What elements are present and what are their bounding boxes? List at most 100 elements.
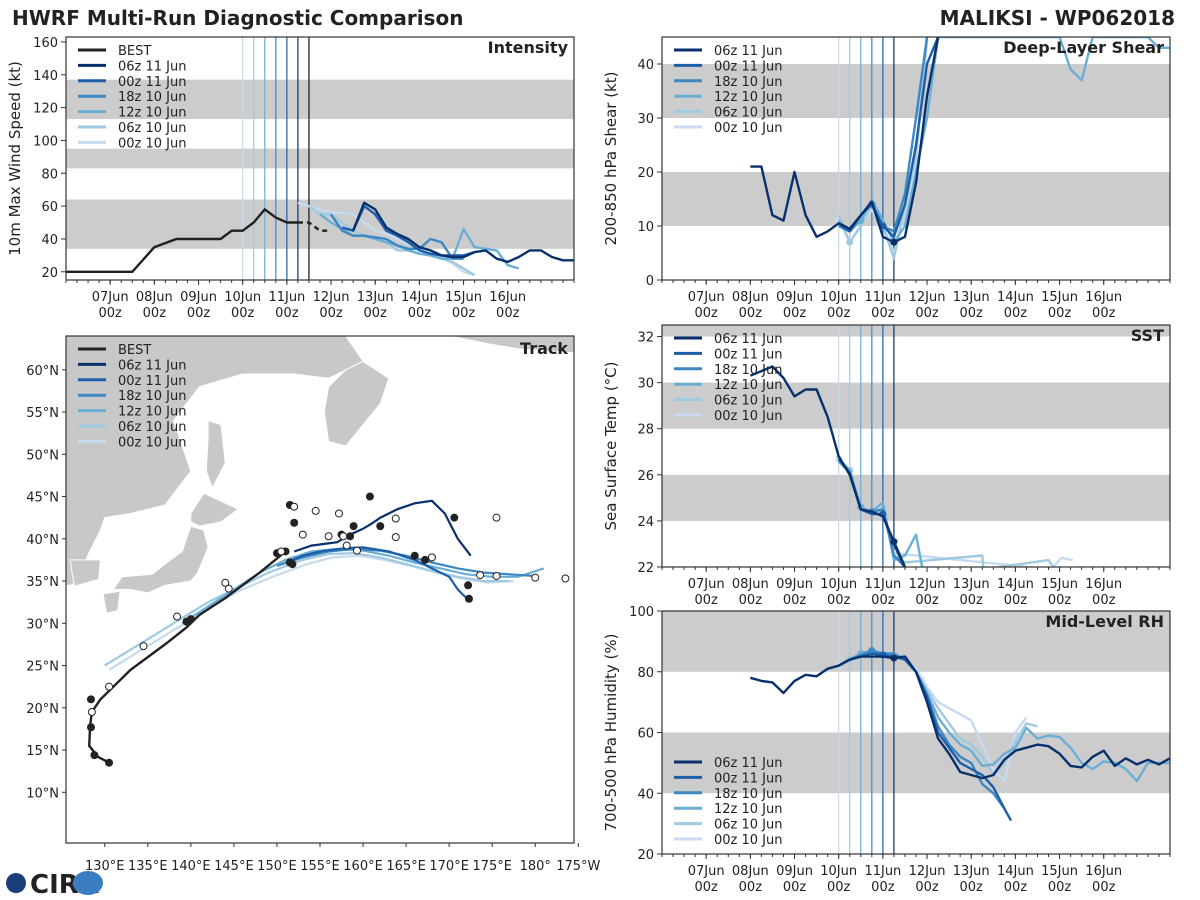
track-position-marker xyxy=(464,594,473,603)
sst-x-tick-hour: 00z xyxy=(915,593,939,608)
track-landmass xyxy=(449,336,574,354)
track-position-marker-open xyxy=(476,571,485,580)
legend-label-run: 06z 10 Jun xyxy=(714,818,783,833)
track-position-marker-open xyxy=(353,546,362,555)
rh-y-tick-label: 20 xyxy=(637,848,654,863)
intensity-x-tick-date: 14Jun xyxy=(401,290,438,305)
sst-shade-band xyxy=(662,474,1170,521)
shear-x-tick-hour: 00z xyxy=(739,306,763,321)
intensity-panel: 2040608010012014016007Jun00z08Jun00z09Ju… xyxy=(6,36,575,321)
rh-shade-band xyxy=(662,611,1170,672)
track-position-marker xyxy=(105,758,114,767)
track-position-marker xyxy=(365,492,374,501)
intensity-y-tick-label: 80 xyxy=(41,167,58,182)
sst-y-tick-label: 32 xyxy=(637,331,654,346)
sst-x-tick-date: 11Jun xyxy=(864,577,901,592)
track-lon-label: 175°W xyxy=(556,859,600,874)
intensity-best-line xyxy=(66,207,298,273)
track-position-marker xyxy=(410,551,419,560)
shear-data xyxy=(750,37,1170,260)
intensity-y-tick-label: 60 xyxy=(41,200,58,215)
track-lon-label: 170°E xyxy=(429,859,469,874)
shear-x-tick-date: 13Jun xyxy=(953,290,990,305)
sst-series-init-marker xyxy=(890,538,898,546)
track-landmass xyxy=(205,419,226,490)
sst-x-tick-hour: 00z xyxy=(960,593,984,608)
sst-x-tick-date: 13Jun xyxy=(953,577,990,592)
track-position-marker xyxy=(290,518,299,527)
track-landmass xyxy=(102,590,121,614)
shear-y-tick-label: 30 xyxy=(637,112,654,127)
shear-y-tick-label: 0 xyxy=(646,274,654,289)
intensity-series-line xyxy=(308,205,476,277)
rh-x-tick-date: 10Jun xyxy=(820,864,857,879)
shear-shade-band xyxy=(662,64,1170,118)
legend-label-run: 18z 10 Jun xyxy=(714,363,783,378)
sst-x-tick-hour: 00z xyxy=(694,593,718,608)
storm-id-title: MALIKSI - WP062018 xyxy=(940,6,1175,30)
sst-x-tick-date: 12Jun xyxy=(909,577,946,592)
track-position-marker xyxy=(86,695,95,704)
shear-x-tick-date: 10Jun xyxy=(820,290,857,305)
sst-x-tick-hour: 00z xyxy=(827,593,851,608)
legend-label-run: 06z 10 Jun xyxy=(118,121,187,136)
legend-label-run: 00z 10 Jun xyxy=(714,121,783,136)
intensity-shade-band xyxy=(66,148,574,169)
shear-y-axis-label: 200-850 hPa Shear (kt) xyxy=(602,72,620,246)
sst-x-tick-hour: 00z xyxy=(739,593,763,608)
intensity-y-tick-label: 100 xyxy=(33,134,58,149)
track-panel: 10°N 15°N 20°N 25°N 30°N 35°N 40°N 45°N 50°N 55°N… xyxy=(26,335,601,874)
intensity-panel-title: Intensity xyxy=(488,38,569,57)
rh-x-tick-hour: 00z xyxy=(694,880,718,895)
track-best-line xyxy=(87,550,287,764)
track-lat-label: 60°N xyxy=(26,364,59,379)
shear-series-init-marker xyxy=(890,238,898,246)
sst-y-axis-label: Sea Surface Temp (°C) xyxy=(602,361,620,530)
track-position-marker-open xyxy=(277,547,286,556)
shear-x-tick-date: 07Jun xyxy=(688,290,725,305)
track-landmass xyxy=(112,525,209,594)
track-position-marker-open xyxy=(531,573,540,582)
rh-x-tick-date: 11Jun xyxy=(864,864,901,879)
track-lat-label: 10°N xyxy=(26,786,59,801)
legend-label-run: 06z 10 Jun xyxy=(714,394,783,409)
rh-x-tick-hour: 00z xyxy=(783,880,807,895)
track-map xyxy=(66,336,574,767)
sst-x-tick-date: 08Jun xyxy=(732,577,769,592)
track-position-marker-open xyxy=(224,584,233,593)
intensity-x-tick-date: 10Jun xyxy=(224,290,261,305)
track-lat-label: 50°N xyxy=(26,448,59,463)
legend-label-run: 00z 11 Jun xyxy=(118,374,187,389)
rh-data xyxy=(749,646,1170,822)
legend-label-run: 18z 10 Jun xyxy=(118,90,187,105)
shear-x-tick-date: 11Jun xyxy=(864,290,901,305)
intensity-series-line xyxy=(330,213,464,260)
rh-panel: 2040608010007Jun00z08Jun00z09Jun00z10Jun… xyxy=(602,605,1171,895)
legend-label-run: 18z 10 Jun xyxy=(714,75,783,90)
intensity-x-tick-date: 12Jun xyxy=(313,290,350,305)
track-lat-label: 25°N xyxy=(26,660,59,675)
shear-x-tick-hour: 00z xyxy=(1004,306,1028,321)
intensity-x-tick-hour: 00z xyxy=(319,306,343,321)
intensity-x-tick-date: 16Jun xyxy=(489,290,526,305)
legend-label-run: 00z 10 Jun xyxy=(714,833,783,848)
track-position-marker-open xyxy=(105,682,114,691)
shear-x-tick-date: 15Jun xyxy=(1041,290,1078,305)
intensity-y-tick-label: 120 xyxy=(33,102,58,117)
track-lat-label: 40°N xyxy=(26,533,59,548)
intensity-x-tick-hour: 00z xyxy=(231,306,255,321)
sst-x-tick-hour: 00z xyxy=(783,593,807,608)
rh-x-tick-hour: 00z xyxy=(1004,880,1028,895)
track-lat-label: 55°N xyxy=(26,406,59,421)
track-series-line xyxy=(285,546,468,599)
sst-y-tick-label: 22 xyxy=(637,561,654,576)
cira-logo-globe-icon xyxy=(6,873,26,893)
sst-panel: 22242628303207Jun00z08Jun00z09Jun00z10Ju… xyxy=(602,324,1171,608)
legend-label-run: 06z 11 Jun xyxy=(118,59,187,74)
legend-label-run: 06z 10 Jun xyxy=(714,106,783,121)
legend-label-run: 06z 11 Jun xyxy=(714,332,783,347)
rh-y-tick-label: 80 xyxy=(637,666,654,681)
rh-x-tick-hour: 00z xyxy=(960,880,984,895)
legend-label-run: 06z 10 Jun xyxy=(118,420,187,435)
